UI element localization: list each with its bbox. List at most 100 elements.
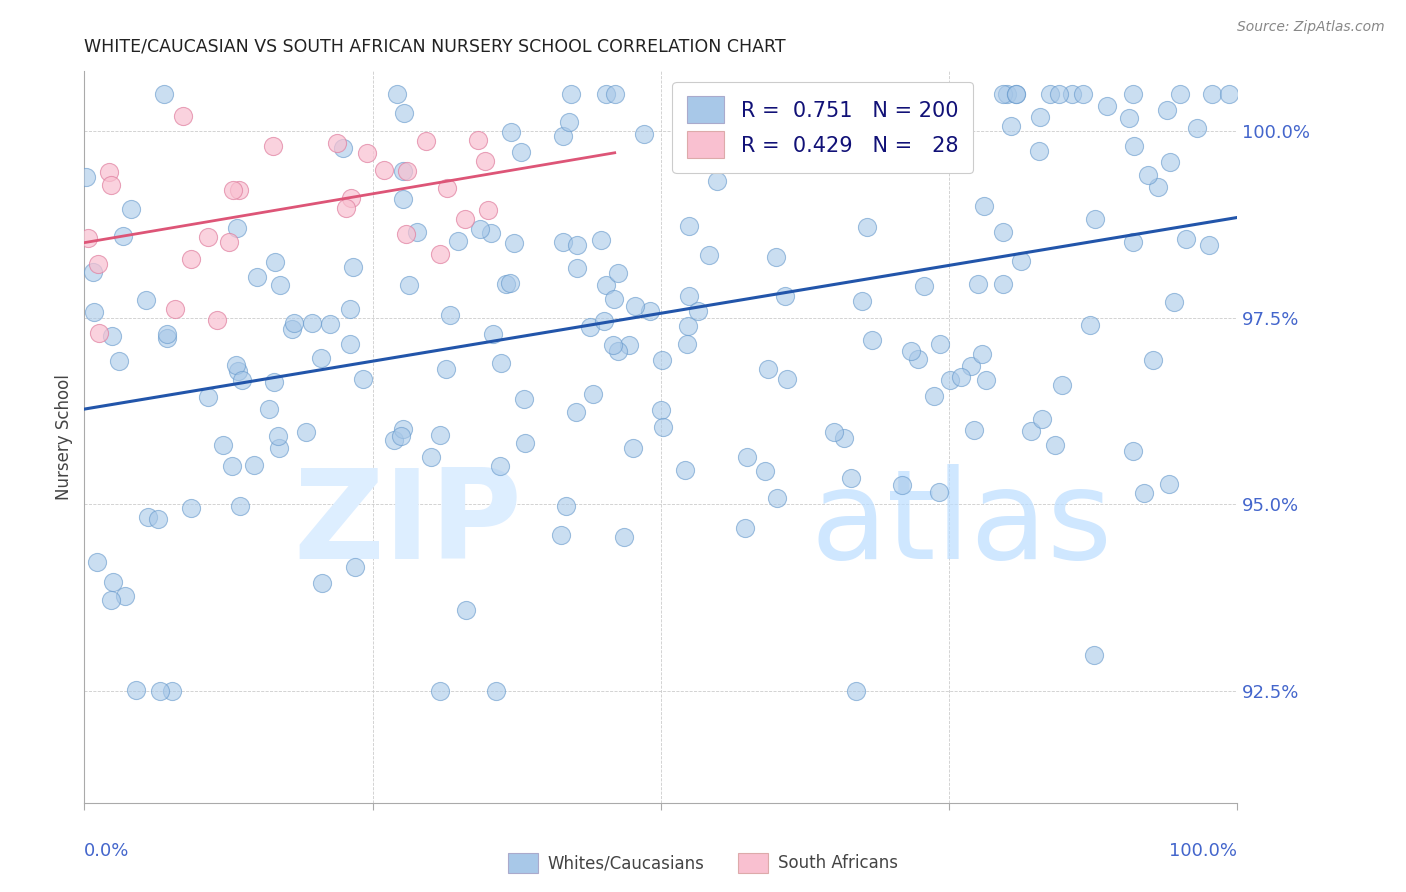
Point bbox=[447, 234, 470, 248]
Point bbox=[1028, 110, 1050, 124]
Point bbox=[1043, 438, 1066, 452]
Point bbox=[231, 372, 253, 386]
Point bbox=[101, 329, 124, 343]
Point bbox=[759, 151, 782, 165]
Point bbox=[512, 392, 534, 407]
Point bbox=[387, 87, 409, 101]
Point bbox=[485, 683, 508, 698]
Point bbox=[1137, 168, 1160, 182]
Point bbox=[651, 419, 673, 434]
Point bbox=[678, 219, 700, 233]
Point bbox=[891, 477, 914, 491]
Point bbox=[1156, 103, 1178, 117]
Point bbox=[1185, 120, 1208, 135]
Point bbox=[269, 278, 291, 293]
Point bbox=[903, 98, 925, 112]
Point bbox=[301, 316, 323, 330]
Point bbox=[392, 105, 415, 120]
Point bbox=[114, 589, 136, 603]
Point bbox=[565, 260, 588, 275]
Point bbox=[489, 459, 512, 474]
Point bbox=[456, 603, 478, 617]
Point bbox=[974, 373, 997, 387]
Point bbox=[966, 277, 988, 292]
Point bbox=[1028, 145, 1050, 159]
Point bbox=[860, 333, 883, 347]
Point bbox=[392, 192, 415, 206]
Point bbox=[263, 375, 285, 389]
Point bbox=[593, 314, 616, 328]
Point bbox=[675, 139, 697, 153]
Text: atlas: atlas bbox=[811, 465, 1112, 585]
Point bbox=[100, 178, 122, 192]
Point bbox=[501, 125, 523, 139]
Legend: Whites/Caucasians, South Africans: Whites/Caucasians, South Africans bbox=[501, 847, 905, 880]
Point bbox=[876, 90, 898, 104]
Point bbox=[856, 220, 879, 235]
Point bbox=[991, 277, 1014, 291]
Point bbox=[1157, 477, 1180, 491]
Point bbox=[295, 425, 318, 440]
Point bbox=[831, 87, 853, 101]
Point bbox=[197, 391, 219, 405]
Point bbox=[339, 302, 361, 317]
Point bbox=[100, 593, 122, 607]
Point bbox=[697, 248, 720, 262]
Point bbox=[439, 308, 461, 322]
Point bbox=[1004, 87, 1026, 101]
Point bbox=[623, 299, 645, 313]
Point bbox=[392, 422, 415, 436]
Point bbox=[550, 528, 572, 542]
Point bbox=[125, 683, 148, 698]
Point bbox=[482, 327, 505, 342]
Point bbox=[112, 229, 135, 244]
Point bbox=[907, 352, 929, 367]
Point bbox=[900, 343, 922, 358]
Point bbox=[1168, 87, 1191, 101]
Point bbox=[398, 278, 420, 293]
Point bbox=[429, 247, 451, 261]
Point bbox=[1118, 111, 1140, 125]
Point bbox=[1121, 87, 1143, 101]
Point bbox=[344, 560, 367, 574]
Point bbox=[77, 231, 100, 245]
Point bbox=[335, 201, 357, 215]
Point bbox=[396, 163, 419, 178]
Point bbox=[97, 165, 120, 179]
Point bbox=[120, 202, 142, 216]
Point bbox=[470, 222, 492, 236]
Point bbox=[172, 109, 194, 123]
Point bbox=[180, 252, 202, 266]
Point bbox=[283, 316, 305, 330]
Point bbox=[86, 257, 108, 271]
Point bbox=[605, 87, 627, 101]
Point bbox=[135, 293, 157, 308]
Point bbox=[851, 294, 873, 309]
Point bbox=[226, 363, 249, 377]
Point bbox=[1097, 99, 1119, 113]
Point bbox=[382, 433, 405, 447]
Point bbox=[735, 450, 758, 464]
Point bbox=[225, 358, 247, 372]
Point bbox=[221, 458, 243, 473]
Point bbox=[495, 277, 517, 292]
Point bbox=[509, 145, 531, 160]
Point bbox=[776, 371, 799, 385]
Point bbox=[339, 336, 361, 351]
Point bbox=[567, 238, 589, 252]
Point bbox=[551, 129, 574, 144]
Point bbox=[650, 402, 672, 417]
Point bbox=[163, 301, 186, 316]
Point bbox=[973, 198, 995, 212]
Y-axis label: Nursery School: Nursery School bbox=[55, 374, 73, 500]
Point bbox=[823, 425, 845, 440]
Point bbox=[467, 133, 489, 147]
Point bbox=[257, 402, 280, 417]
Point bbox=[1198, 237, 1220, 252]
Point bbox=[1071, 87, 1094, 101]
Point bbox=[991, 225, 1014, 239]
Point bbox=[1084, 212, 1107, 227]
Point bbox=[373, 163, 395, 178]
Point bbox=[970, 347, 993, 361]
Point bbox=[477, 203, 499, 218]
